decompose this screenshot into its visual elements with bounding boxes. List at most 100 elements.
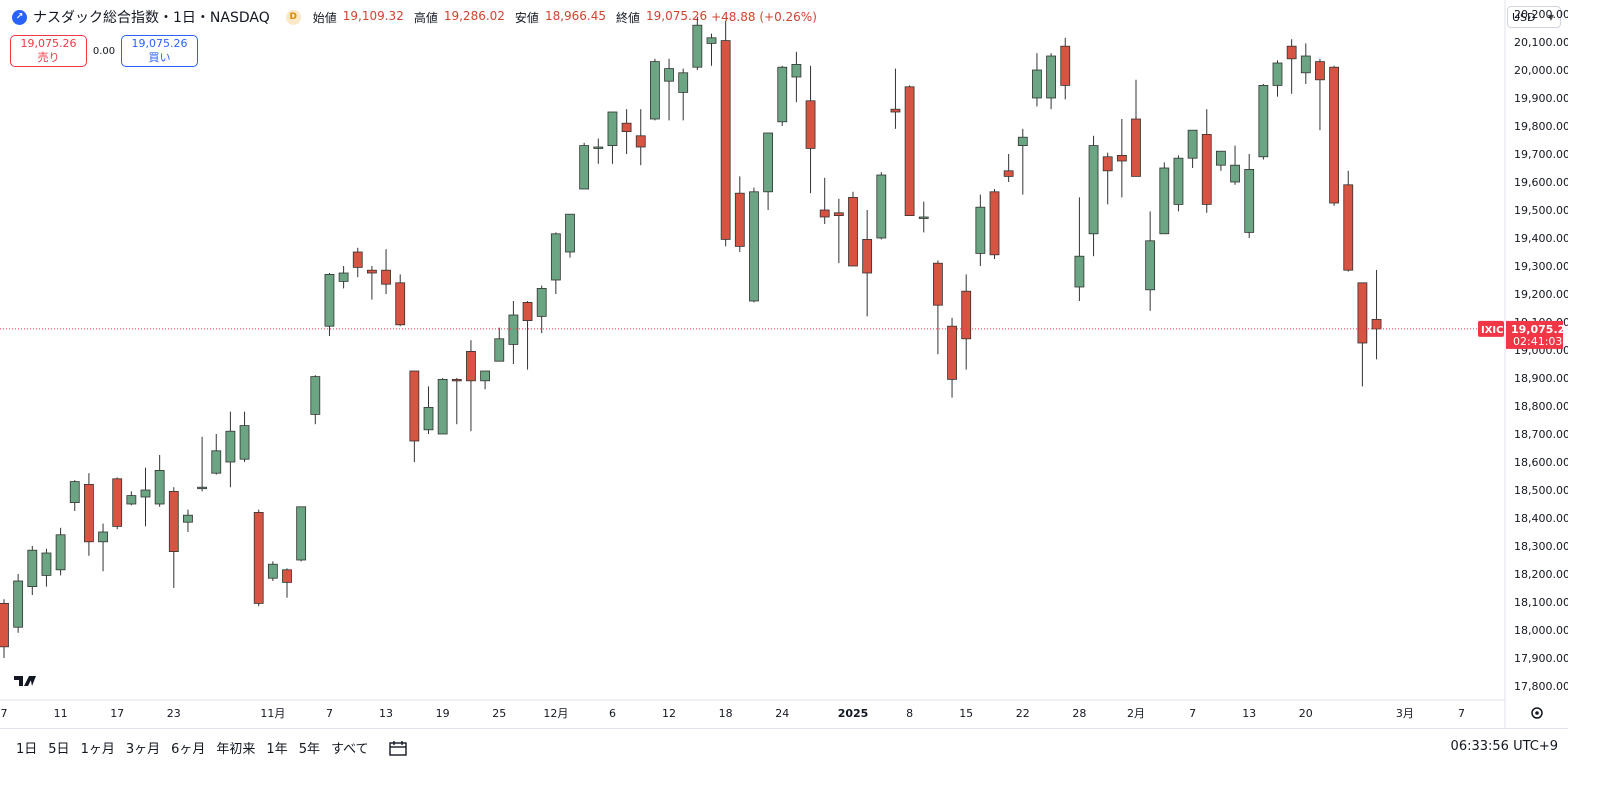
candle-45 xyxy=(635,109,646,166)
candle-body xyxy=(876,174,887,239)
close-value: 19,075.26 xyxy=(646,8,708,23)
timeframe-3[interactable]: 3ヶ月 xyxy=(125,742,161,757)
candle-6 xyxy=(84,473,94,556)
candle-50 xyxy=(706,33,717,66)
timeframe-buttons: 1日 5日 1ヶ月 3ヶ月 6ヶ月 年初来 1年 5年 すべて xyxy=(16,738,369,757)
candle-60 xyxy=(848,191,858,267)
candle-43 xyxy=(607,111,618,164)
candle-32 xyxy=(451,378,462,425)
candle-body xyxy=(1343,184,1354,271)
candle-body xyxy=(409,370,420,442)
calendar-icon[interactable] xyxy=(388,740,407,756)
candle-body xyxy=(395,282,406,326)
candlestick-chart[interactable]: 17,800.00 17,900.00 18,000.00 18,100.00 18,2… xyxy=(0,0,1568,728)
clock[interactable]: 06:33:56 UTC+9 xyxy=(1450,739,1558,754)
candle-body xyxy=(536,287,547,317)
candle-body xyxy=(324,273,335,327)
candle-body xyxy=(1074,255,1085,288)
candle-body xyxy=(635,135,646,148)
x-tick-label: 23 xyxy=(167,707,181,720)
candle-31 xyxy=(437,378,448,435)
timeframe-5[interactable]: 年初来 xyxy=(216,742,256,757)
x-tick-label: 13 xyxy=(379,707,393,720)
candle-body xyxy=(494,338,505,362)
currency-select[interactable]: USD ▼ xyxy=(1507,6,1561,28)
timeframe-1[interactable]: 5日 xyxy=(48,742,70,757)
candle-body xyxy=(154,469,165,505)
y-tick-label: 17,800.00 xyxy=(1514,680,1568,693)
candle-body xyxy=(253,512,264,604)
x-tick-label: 25 xyxy=(492,707,506,720)
y-tick-label: 18,800.00 xyxy=(1514,400,1568,413)
candle-79 xyxy=(1116,119,1127,198)
symbol-tag-bg xyxy=(1478,320,1504,337)
y-tick-label: 19,600.00 xyxy=(1514,176,1568,189)
candle-3 xyxy=(41,548,52,587)
timeframe-2[interactable]: 1ヶ月 xyxy=(80,742,115,757)
candle-body xyxy=(579,145,590,190)
logo-mark xyxy=(14,676,36,686)
candle-10 xyxy=(140,467,151,527)
data-source-badge[interactable]: D xyxy=(285,9,301,25)
timeframe-4[interactable]: 6ヶ月 xyxy=(171,742,206,757)
candle-57 xyxy=(805,65,816,194)
candle-55 xyxy=(777,65,788,126)
candle-body xyxy=(1145,240,1156,291)
candle-body xyxy=(791,64,802,78)
x-tick-label: 6 xyxy=(609,707,616,720)
timeframe-6[interactable]: 1年 xyxy=(266,742,288,757)
symbol-title[interactable]: ナスダック総合指数・1日・NASDAQ xyxy=(33,10,270,26)
candle-body xyxy=(1187,129,1198,159)
y-tick-label: 18,400.00 xyxy=(1514,512,1568,525)
candle-body xyxy=(338,272,349,282)
candle-body xyxy=(168,490,179,552)
candle-80 xyxy=(1131,79,1141,177)
settings-icon[interactable] xyxy=(1531,707,1543,719)
candle-16 xyxy=(225,411,236,488)
candle-12 xyxy=(168,487,179,588)
x-tick-label: 11 xyxy=(54,707,68,720)
bottom-toolbar: 1日 5日 1ヶ月 3ヶ月 6ヶ月 年初来 1年 5年 すべて 06:33:56 UTC+9 xyxy=(0,728,1568,766)
candle-body xyxy=(706,37,717,44)
timeframe-0[interactable]: 1日 xyxy=(16,742,38,757)
sell-label: 売り xyxy=(37,51,60,64)
buy-button[interactable]: 19,075.26 買い xyxy=(121,35,198,67)
candle-body xyxy=(282,569,292,583)
x-tick-label: 15 xyxy=(959,707,973,720)
candle-8 xyxy=(112,477,123,530)
timeframe-8[interactable]: すべて xyxy=(330,742,369,757)
last-price-tag[interactable]: IXIC 19,075.26 02:41:03 xyxy=(1478,320,1568,349)
candle-73 xyxy=(1032,53,1042,107)
candle-29 xyxy=(409,370,420,462)
sell-price: 19,075.26 xyxy=(20,37,77,50)
candle-33 xyxy=(466,340,476,432)
candle-97 xyxy=(1371,269,1382,360)
open-value: 19,109.32 xyxy=(342,8,404,23)
chart-line-icon[interactable]: ↗ xyxy=(12,9,27,25)
y-tick-label: 19,800.00 xyxy=(1514,120,1568,133)
y-tick-label: 20,200.00 xyxy=(1514,8,1568,21)
candle-7 xyxy=(98,523,108,572)
candle-41 xyxy=(579,142,590,190)
candle-19 xyxy=(267,561,278,581)
candle-94 xyxy=(1329,65,1339,206)
candle-body xyxy=(650,61,660,120)
candle-25 xyxy=(352,247,363,278)
candle-92 xyxy=(1300,43,1311,84)
candle-body xyxy=(777,66,788,123)
x-tick-label: 18 xyxy=(719,707,733,720)
candle-51 xyxy=(720,21,731,247)
candle-84 xyxy=(1187,129,1198,168)
sell-button[interactable]: 19,075.26 売り xyxy=(10,35,87,67)
tradingview-logo[interactable] xyxy=(14,676,36,686)
candle-body xyxy=(98,531,108,543)
candle-body xyxy=(1201,133,1212,205)
candle-body xyxy=(1017,136,1028,146)
candle-44 xyxy=(621,109,632,154)
timeframe-7[interactable]: 5年 xyxy=(298,742,320,757)
candle-body xyxy=(239,425,250,460)
candle-75 xyxy=(1060,37,1071,100)
candle-body xyxy=(890,108,901,113)
trade-panel: 19,075.26 売り 0.00 19,075.26 買い xyxy=(10,35,198,67)
candle-body xyxy=(678,72,689,93)
